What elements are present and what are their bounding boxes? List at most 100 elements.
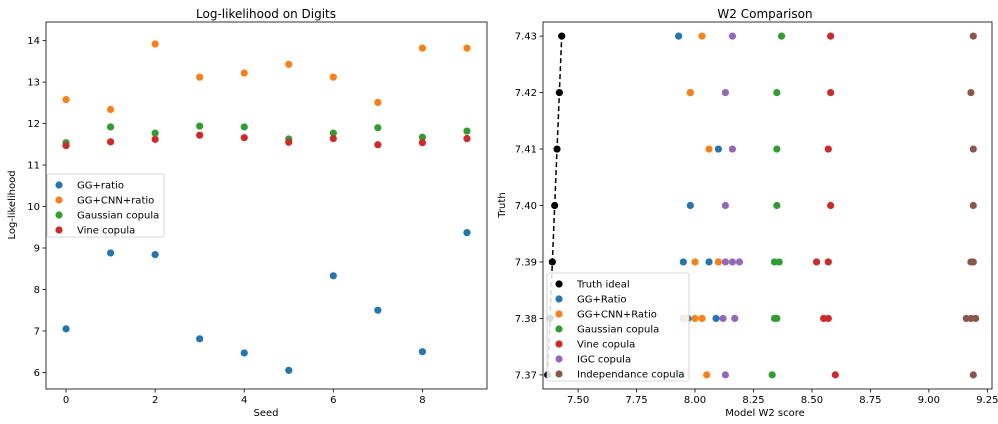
legend: Truth ideal GG+Ratio GG+CNN+Ratio Gaussian … (546, 272, 690, 382)
y-tick-label: 9 (34, 244, 40, 255)
data-point (196, 335, 204, 343)
data-point (712, 314, 720, 323)
series-vine-copula (62, 131, 471, 150)
data-point (558, 32, 566, 40)
y-tick-label: 7.42 (515, 88, 537, 99)
data-point (705, 145, 713, 153)
data-point (773, 88, 781, 97)
legend: GG+ratio GG+CNN+ratio Gaussian copula Vine … (46, 173, 165, 238)
legend-marker (555, 370, 563, 378)
x-axis-label: Model W2 score (725, 408, 805, 419)
data-point (106, 123, 115, 131)
data-point (777, 32, 786, 40)
data-point (773, 201, 781, 210)
x-tick-label: 9.25 (976, 395, 998, 406)
x-axis-ticks: 0 2 4 6 8 (63, 389, 426, 406)
data-point (728, 258, 737, 266)
data-point (827, 201, 835, 210)
data-point (969, 371, 977, 379)
data-point (675, 32, 683, 40)
series-gaussian-copula (768, 32, 786, 379)
legend-marker (555, 355, 563, 363)
data-point (196, 131, 204, 139)
data-point (463, 134, 471, 143)
y-tick-label: 7.38 (515, 314, 537, 325)
data-point (285, 138, 293, 146)
y-tick-label: 7.39 (515, 257, 537, 268)
data-point (418, 139, 427, 147)
data-point (827, 32, 835, 40)
chart-log-likelihood: Log-likelihood on Digits 0 2 4 6 8 6 7 8 9 10 11 1… (7, 7, 488, 419)
data-point (374, 98, 382, 107)
y-tick-label: 7.41 (515, 145, 537, 156)
data-point (735, 258, 744, 266)
data-point (329, 129, 337, 137)
axes-frame (45, 21, 488, 390)
data-point (106, 138, 115, 146)
data-point (553, 145, 561, 153)
data-point (196, 122, 204, 130)
data-point (329, 272, 337, 280)
y-axis-label: Truth (497, 192, 508, 218)
legend-label: Gaussian copula (577, 325, 659, 336)
y-tick-label: 11 (27, 161, 40, 172)
x-tick-label: 2 (152, 395, 158, 406)
series-independance-copula (962, 32, 980, 379)
x-tick-label: 8.50 (801, 395, 823, 406)
data-point (679, 258, 687, 266)
data-point (831, 371, 839, 379)
legend-label: Truth ideal (576, 280, 630, 291)
data-point (827, 88, 835, 97)
data-point (721, 258, 730, 266)
data-point (773, 314, 781, 323)
x-axis-ticks: 7.50 7.75 8.00 8.25 8.50 8.75 9.00 9.25 (567, 389, 998, 406)
legend-label: Gaussian copula (77, 211, 159, 222)
data-point (418, 44, 427, 52)
data-point (768, 371, 776, 379)
data-point (705, 258, 713, 266)
data-point (969, 201, 977, 210)
data-point (728, 32, 737, 40)
x-tick-label: 7.50 (567, 395, 589, 406)
legend-marker (555, 295, 563, 303)
data-point (329, 73, 337, 81)
data-point (551, 201, 559, 210)
legend-frame (46, 173, 165, 238)
chart-w2-comparison: W2 Comparison 7.50 7.75 8.00 8.25 8.50 8.75 9.… (497, 7, 998, 419)
legend-label: GG+CNN+Ratio (577, 310, 657, 321)
data-point (967, 88, 975, 97)
x-tick-label: 9.00 (918, 395, 940, 406)
y-tick-label: 10 (27, 202, 40, 213)
data-point (151, 40, 159, 48)
data-point (686, 201, 694, 210)
data-point (106, 105, 115, 114)
legend-marker (555, 310, 563, 318)
data-point (463, 127, 471, 135)
legend-marker (55, 196, 63, 204)
data-point (969, 145, 977, 153)
series-igc-copula (719, 32, 744, 379)
series-gg-ratio (62, 229, 471, 374)
data-point (728, 145, 737, 153)
data-point (62, 95, 70, 104)
y-tick-label: 7.40 (515, 201, 537, 212)
data-point (824, 145, 832, 153)
data-point (151, 129, 159, 137)
legend-marker (555, 325, 563, 333)
data-point (240, 349, 248, 357)
data-point (714, 145, 722, 153)
x-tick-label: 8.75 (859, 395, 881, 406)
x-axis-label: Seed (254, 408, 279, 419)
series-gg-cnn-ratio (62, 40, 471, 114)
legend-label: GG+ratio (77, 181, 124, 192)
data-point (969, 258, 977, 266)
data-point (548, 258, 556, 266)
x-tick-label: 4 (241, 395, 247, 406)
legend-marker (55, 181, 63, 189)
data-point (62, 141, 70, 150)
data-point (463, 44, 471, 52)
data-point (329, 134, 337, 143)
legend-label: Vine copula (577, 340, 635, 351)
plot-area (62, 40, 471, 374)
